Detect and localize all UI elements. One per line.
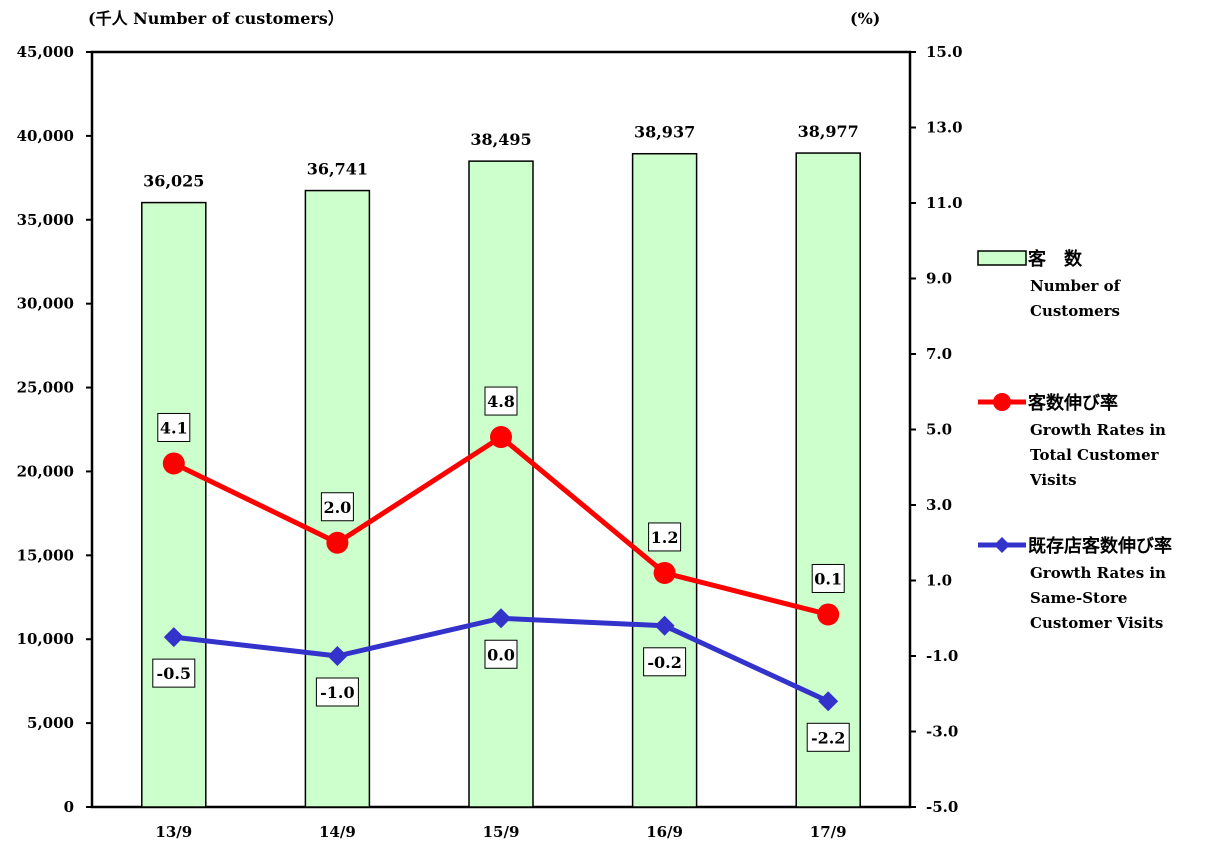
left-tick-label: 35,000 <box>17 211 74 229</box>
legend-label-jp: 客数伸び率 <box>1028 392 1118 414</box>
left-tick-label: 15,000 <box>17 546 74 564</box>
growth_same_store-value-label: 0.0 <box>487 645 515 664</box>
growth_same_store-value-label: -1.0 <box>320 683 354 702</box>
left-tick-label: 45,000 <box>17 43 74 61</box>
legend-label-en: Customers <box>1030 302 1120 320</box>
growth_same_store-value-label: -2.2 <box>811 728 845 747</box>
bar-value-label: 38,977 <box>798 122 859 141</box>
x-tick-label: 17/9 <box>810 823 847 841</box>
growth_same_store-value-label: -0.2 <box>647 653 681 672</box>
growth_same_store-label-box <box>484 639 518 669</box>
bar-value-label: 36,025 <box>143 172 204 191</box>
growth_total-label-box <box>648 522 682 552</box>
growth_same_store-label-box <box>643 647 687 677</box>
right-tick-label: -5.0 <box>926 798 958 816</box>
left-axis-title: (千人 Number of customers） <box>88 9 344 28</box>
growth_total-value-label: 0.1 <box>814 569 842 588</box>
growth_total-label-box <box>811 563 845 593</box>
bar-value-label: 38,495 <box>470 130 531 149</box>
growth_total-label-box <box>320 492 354 522</box>
axes-layer: 0 5,000 10,000 15,000 20,000 25,000 30,000 35,0… <box>17 43 963 841</box>
x-tick-label: 14/9 <box>319 823 356 841</box>
growth_same_store-marker <box>818 691 839 712</box>
right-tick-label: 7.0 <box>926 345 952 363</box>
lines-layer <box>162 426 840 712</box>
left-tick-label: 0 <box>64 798 74 816</box>
legend-label-jp: 既存店客数伸び率 <box>1028 535 1172 557</box>
legend: 客 数 Number of Customers 客数伸び率 Growth Rates i… <box>977 248 1172 632</box>
growth_total-marker <box>490 426 512 449</box>
right-tick-label: 5.0 <box>926 421 952 439</box>
x-tick-label: 13/9 <box>155 823 192 841</box>
left-tick-label: 10,000 <box>17 630 74 648</box>
bar-13/9 <box>141 201 207 808</box>
right-tick-label: 11.0 <box>926 194 963 212</box>
legend-label-en: Number of <box>1030 277 1122 295</box>
legend-marker-growth_total <box>993 393 1011 411</box>
bar-value-label: 36,741 <box>307 160 368 179</box>
legend-label-en: Growth Rates in <box>1030 421 1166 439</box>
bar-16/9 <box>631 152 698 808</box>
growth_total-marker <box>817 603 840 626</box>
growth_total-value-label: 2.0 <box>323 498 351 517</box>
left-tick-label: 40,000 <box>17 127 74 145</box>
growth_total-marker <box>162 452 185 475</box>
right-tick-label: -3.0 <box>926 723 958 741</box>
right-tick-label: 1.0 <box>926 572 952 590</box>
legend-label-jp: 客 数 <box>1028 248 1083 270</box>
right-tick-label: 15.0 <box>926 43 963 61</box>
growth_total-value-label: 1.2 <box>651 528 679 547</box>
legend-marker-growth_same_store <box>994 537 1010 553</box>
x-tick-label: 16/9 <box>646 823 683 841</box>
growth_total-value-label: 4.8 <box>487 392 515 411</box>
legend-swatch-customers <box>977 250 1027 266</box>
legend-label-en: Total Customer <box>1030 446 1160 464</box>
legend-label-en: Same-Store <box>1030 589 1127 607</box>
right-tick-label: -1.0 <box>926 647 958 665</box>
legend-label-en: Visits <box>1029 471 1077 489</box>
growth_total-label-box <box>484 386 518 416</box>
data-labels-layer: 36,025 36,741 38,495 38,937 38,977 4.1 2.0 4.8 1… <box>143 122 859 752</box>
legend-label-en: Customer Visits <box>1030 614 1163 632</box>
bar-value-label: 38,937 <box>634 123 695 142</box>
left-tick-label: 30,000 <box>17 295 74 313</box>
growth_total-marker <box>653 561 676 584</box>
left-tick-label: 25,000 <box>17 379 74 397</box>
growth_same_store-label-box <box>806 722 850 752</box>
growth_same_store-value-label: -0.5 <box>157 664 191 683</box>
right-tick-label: 13.0 <box>926 119 963 137</box>
left-tick-label: 5,000 <box>27 714 74 732</box>
growth_total-marker <box>326 531 349 554</box>
growth_same_store-marker <box>491 608 511 629</box>
right-axis-title: (%) <box>850 9 880 28</box>
bar-15/9 <box>468 160 534 808</box>
right-tick-label: 9.0 <box>926 270 952 288</box>
growth_same_store-marker <box>654 615 675 636</box>
x-tick-label: 15/9 <box>483 823 520 841</box>
growth_total-value-label: 4.1 <box>160 418 188 437</box>
legend-label-en: Growth Rates in <box>1030 564 1166 582</box>
left-tick-label: 20,000 <box>17 462 74 480</box>
growth_same_store-marker <box>163 627 184 648</box>
right-tick-label: 3.0 <box>926 496 952 514</box>
growth_total-label-box <box>157 412 191 442</box>
growth_same_store-marker <box>327 646 348 666</box>
growth_same_store-label-box <box>315 677 359 707</box>
growth_same_store-label-box <box>152 658 196 688</box>
